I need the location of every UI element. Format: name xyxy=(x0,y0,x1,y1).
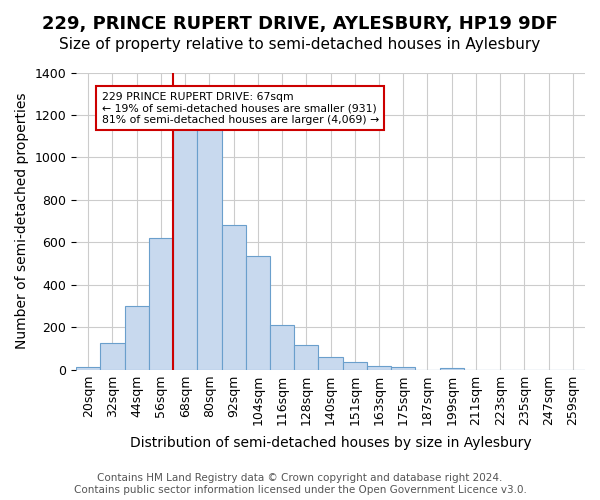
Bar xyxy=(294,345,319,370)
Bar xyxy=(343,362,367,370)
X-axis label: Distribution of semi-detached houses by size in Aylesbury: Distribution of semi-detached houses by … xyxy=(130,436,532,450)
Bar xyxy=(100,343,125,369)
Text: 229 PRINCE RUPERT DRIVE: 67sqm
← 19% of semi-detached houses are smaller (931)
8: 229 PRINCE RUPERT DRIVE: 67sqm ← 19% of … xyxy=(101,92,379,125)
Bar xyxy=(149,238,173,370)
Bar xyxy=(125,306,149,370)
Bar xyxy=(319,357,343,370)
Bar xyxy=(391,368,415,370)
Bar xyxy=(270,325,294,370)
Text: Contains HM Land Registry data © Crown copyright and database right 2024.
Contai: Contains HM Land Registry data © Crown c… xyxy=(74,474,526,495)
Bar xyxy=(440,368,464,370)
Bar xyxy=(76,368,100,370)
Bar xyxy=(221,226,246,370)
Bar xyxy=(246,256,270,370)
Y-axis label: Number of semi-detached properties: Number of semi-detached properties xyxy=(15,93,29,349)
Bar xyxy=(173,128,197,370)
Text: Size of property relative to semi-detached houses in Aylesbury: Size of property relative to semi-detach… xyxy=(59,38,541,52)
Bar xyxy=(367,366,391,370)
Text: 229, PRINCE RUPERT DRIVE, AYLESBURY, HP19 9DF: 229, PRINCE RUPERT DRIVE, AYLESBURY, HP1… xyxy=(42,15,558,33)
Bar xyxy=(197,122,221,370)
